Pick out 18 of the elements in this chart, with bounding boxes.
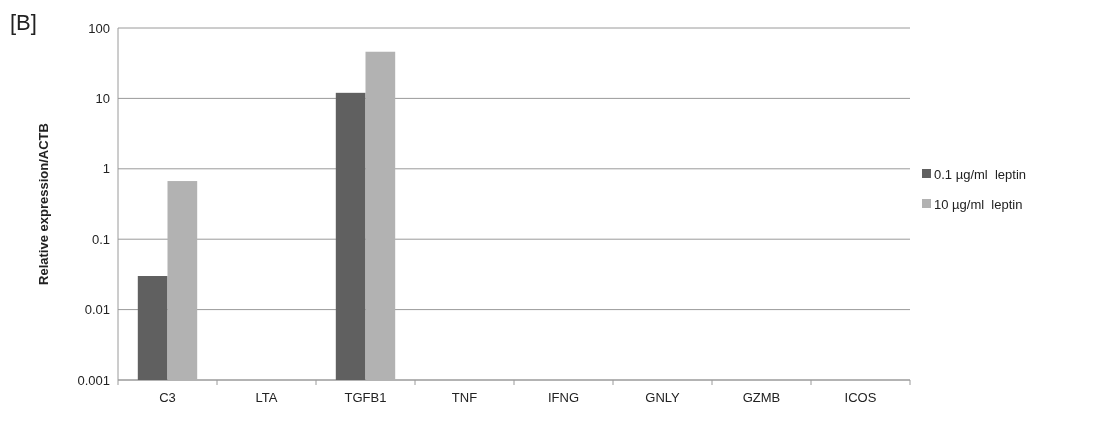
y-tick-label: 100 — [88, 20, 110, 36]
y-tick-label: 0.01 — [84, 302, 110, 318]
y-tick-label: 10 — [95, 90, 110, 106]
x-tick-label: TGFB1 — [344, 390, 387, 405]
x-tick-label: C3 — [159, 390, 176, 405]
x-tick-label: TNF — [451, 390, 478, 405]
x-tick-label: ICOS — [844, 390, 877, 405]
y-axis-title: Relative expression/ACTB — [36, 123, 51, 285]
x-tick-label: GNLY — [645, 390, 681, 405]
x-tick-label: LTA — [255, 390, 278, 405]
legend-label: 0.1 µg/ml leptin — [934, 166, 1027, 182]
legend-label: 10 µg/ml leptin — [934, 196, 1023, 212]
x-tick-label: IFNG — [547, 390, 580, 405]
y-tick-label: 0.001 — [77, 372, 110, 388]
x-tick-label: GZMB — [742, 390, 781, 405]
text: [B] — [10, 10, 37, 35]
y-tick-label: 0.1 — [91, 231, 110, 247]
y-tick-label: 1 — [102, 161, 110, 177]
